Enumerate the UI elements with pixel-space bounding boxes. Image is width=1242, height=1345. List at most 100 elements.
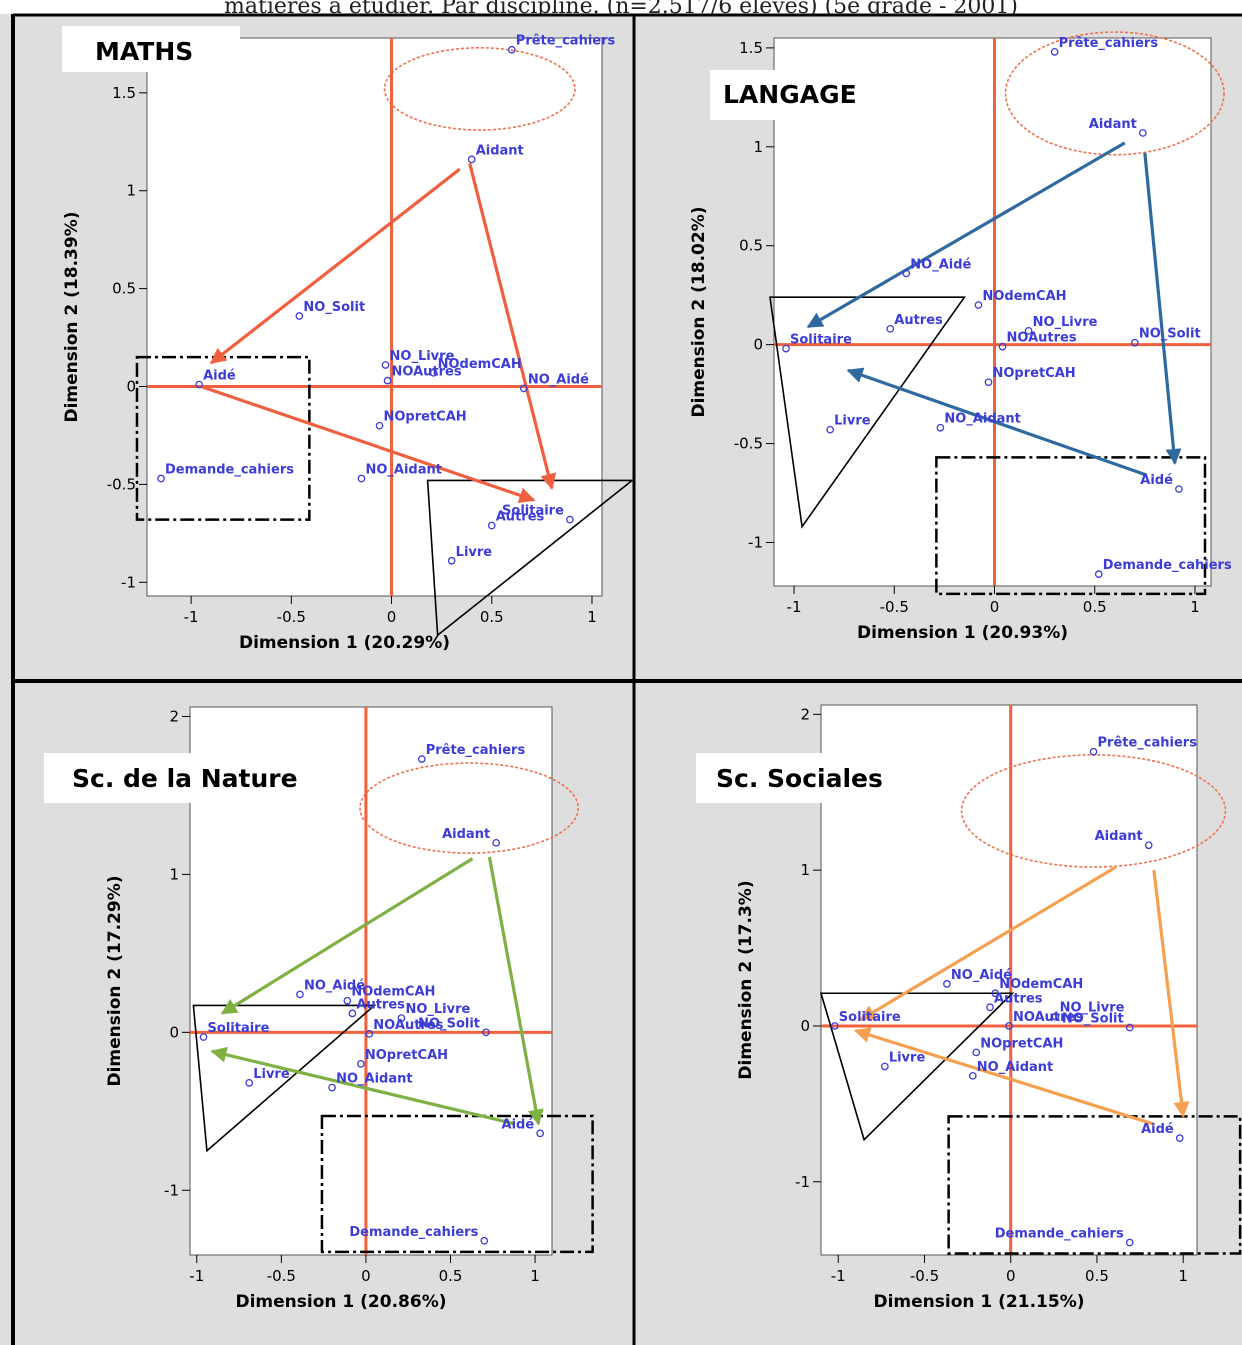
- point-label: Aidant: [442, 827, 490, 842]
- trajectory-arrow-2: [1143, 152, 1182, 465]
- point-label: NO_Aidé: [910, 257, 971, 272]
- point-label: NOAutres: [392, 365, 462, 380]
- point-label: Demande_cahiers: [165, 463, 294, 478]
- data-point: [507, 45, 516, 54]
- data-point: [826, 425, 834, 434]
- point-label: NOpretCAH: [992, 366, 1075, 381]
- x-axis-label: Dimension 1 (20.93%): [857, 623, 1068, 643]
- x-tick-label: 0.5: [439, 1267, 463, 1285]
- point-label: NO_Aidé: [951, 968, 1012, 983]
- point-label: Aidé: [502, 1117, 535, 1132]
- data-point: [1089, 747, 1098, 756]
- data-point: [1051, 1012, 1060, 1021]
- point-label: Autres: [994, 991, 1043, 1006]
- x-tick-label: 1: [1190, 598, 1200, 616]
- point-label: NOAutres: [1007, 331, 1077, 346]
- point-label: Prête_cahiers: [1059, 36, 1159, 51]
- trajectory-arrow-3: [200, 384, 536, 503]
- point-label: Aidé: [1141, 1122, 1174, 1137]
- data-point: [986, 1003, 994, 1012]
- data-point: [492, 838, 501, 847]
- y-axis-label: Dimension 2 (17.29%): [105, 875, 125, 1086]
- x-tick-label: 0: [361, 1267, 371, 1285]
- data-point: [429, 368, 438, 377]
- data-point: [991, 989, 1000, 998]
- trajectory-arrow-1: [859, 865, 1117, 1022]
- chart-panel-langage: Prête_cahiers Aidant NO_Aidé NOdemCAH Autres…: [634, 14, 1242, 681]
- y-tick-label: 1: [126, 182, 136, 200]
- cluster-triangle: [769, 296, 966, 529]
- panel-title: MATHS: [95, 37, 193, 66]
- chart-marks: Prête_cahiers Aidant NO_Solit NO_LivreNOAut…: [62, 34, 634, 653]
- data-point: [295, 312, 304, 320]
- y-axis-label: Dimension 2 (18.02%): [689, 206, 709, 417]
- plot-area: [146, 37, 603, 597]
- y-axis-label: Dimension 2 (17.3%): [736, 880, 756, 1079]
- data-point: [447, 556, 456, 565]
- point-label: NOpretCAH: [365, 1048, 448, 1063]
- data-point: [357, 1060, 365, 1068]
- figure-caption: matières à étudier. Par discipline. (n=2…: [224, 0, 1018, 14]
- point-label: NO_Aidant: [365, 463, 442, 478]
- data-point: [157, 474, 165, 483]
- y-tick-label: 0.5: [112, 280, 136, 298]
- cluster-triangle: [426, 479, 634, 637]
- point-label: Solitaire: [839, 1010, 901, 1025]
- chart-panel-maths: Prête_cahiers Aidant NO_Solit NO_LivreNOAut…: [0, 14, 634, 681]
- data-point: [974, 301, 983, 309]
- point-label: Livre: [889, 1050, 926, 1065]
- trajectory-arrow-3: [846, 367, 1148, 477]
- data-point: [487, 521, 496, 530]
- y-tick-label: 0: [800, 1017, 810, 1035]
- data-point: [1130, 338, 1139, 347]
- point-label: Prête_cahiers: [516, 34, 616, 49]
- x-tick-label: 0.5: [1085, 1267, 1109, 1285]
- cluster-triangle: [819, 992, 1015, 1142]
- panel-title-box: MATHS: [62, 26, 240, 72]
- cluster-box: [935, 456, 1207, 596]
- data-point: [1125, 1238, 1134, 1247]
- data-point: [886, 324, 895, 333]
- x-tick-label: 1: [587, 608, 597, 626]
- point-label: Demande_cahiers: [995, 1227, 1124, 1242]
- data-point: [936, 423, 945, 432]
- trajectory-arrow-1: [209, 167, 461, 365]
- point-label: Livre: [834, 414, 871, 429]
- panel-title: LANGAGE: [723, 80, 857, 109]
- x-tick-label: -0.5: [267, 1267, 296, 1285]
- panel-title-box: LANGAGE: [710, 70, 900, 120]
- data-point: [1094, 570, 1103, 578]
- data-point: [984, 378, 993, 387]
- x-tick-label: -1: [787, 598, 802, 616]
- data-point: [830, 1022, 839, 1030]
- x-axis-label: Dimension 1 (20.29%): [239, 633, 450, 653]
- point-label: NOdemCAH: [999, 977, 1083, 992]
- data-point: [1144, 841, 1153, 850]
- data-point: [1138, 129, 1147, 137]
- point-label: NO_Livre: [405, 1002, 470, 1017]
- point-label: Aidant: [1095, 829, 1143, 844]
- data-point: [998, 342, 1007, 351]
- data-point: [365, 1030, 374, 1038]
- data-point: [566, 515, 574, 524]
- trajectory-arrow-1: [220, 857, 474, 1015]
- data-point: [943, 980, 951, 988]
- data-point: [296, 990, 304, 999]
- point-label: NOAutres: [1013, 1010, 1083, 1025]
- point-label: Demande_cahiers: [349, 1225, 478, 1240]
- point-label: Solitaire: [790, 333, 852, 348]
- trajectory-arrow-2: [1152, 869, 1190, 1118]
- data-point: [467, 155, 476, 164]
- data-point: [381, 361, 390, 369]
- data-point: [1125, 1023, 1134, 1032]
- data-point: [195, 380, 203, 389]
- point-label: NO_Livre: [1060, 1001, 1125, 1016]
- point-label: NOpretCAH: [980, 1036, 1063, 1051]
- x-axis-label: Dimension 1 (20.86%): [235, 1292, 446, 1312]
- x-tick-label: -1: [831, 1267, 846, 1285]
- point-label: NO_Aidant: [336, 1072, 413, 1087]
- point-label: NO_Aidant: [977, 1060, 1054, 1075]
- trajectory-arrow-3: [210, 1046, 516, 1126]
